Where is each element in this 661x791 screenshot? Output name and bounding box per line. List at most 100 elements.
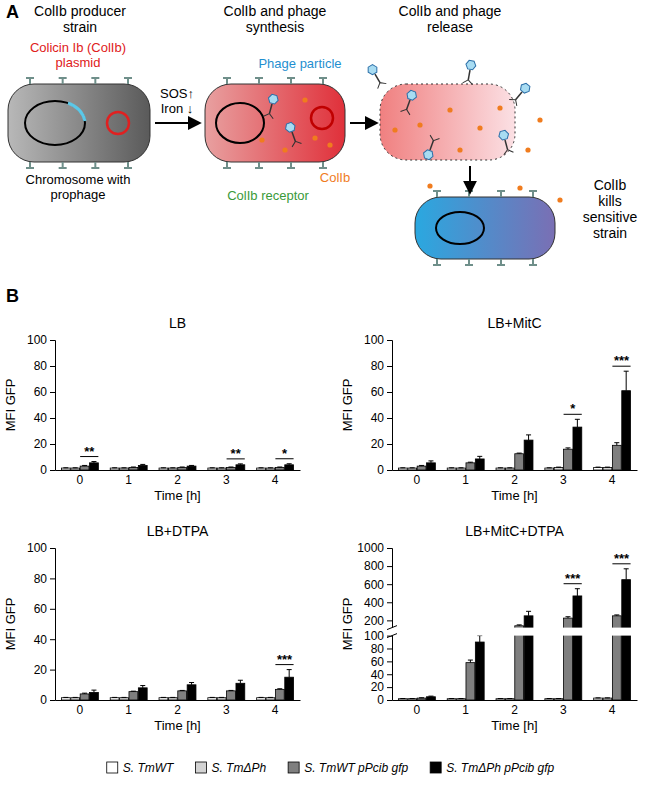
tick: 3	[560, 700, 567, 717]
tick-label: 100	[27, 333, 47, 347]
error-cap	[91, 690, 96, 691]
error-bar	[277, 467, 282, 468]
error-cap	[140, 685, 145, 686]
tick-mark	[50, 418, 55, 419]
step-title: strain	[63, 19, 97, 35]
error-cap	[449, 698, 454, 699]
tick-mark	[387, 661, 392, 662]
colicin-dot	[312, 135, 317, 140]
tick-label: 80	[371, 359, 385, 373]
error-cap	[210, 467, 215, 468]
legend-swatch	[195, 762, 206, 773]
arrow	[350, 122, 376, 124]
tick-label: 1	[462, 703, 469, 717]
receptor-label: ColIb receptor	[227, 188, 309, 203]
legend-item: S. TmΔPh pPcib gfp	[430, 761, 554, 775]
bar	[545, 468, 554, 470]
receptor	[497, 191, 505, 197]
bar	[427, 463, 436, 470]
error-cap	[556, 467, 561, 468]
error-bar	[228, 467, 233, 468]
bar	[285, 677, 294, 700]
tick-label: 20	[34, 663, 48, 677]
colicin-dot	[525, 147, 530, 152]
tick-label: 80	[34, 359, 48, 373]
error-cap	[91, 461, 96, 462]
bar	[80, 694, 89, 700]
tick: 40	[34, 633, 55, 647]
y-axis: 020406080100	[364, 333, 393, 477]
bar	[466, 663, 475, 700]
error-cap	[161, 467, 166, 468]
error-bar	[547, 467, 552, 468]
error-cap	[161, 697, 166, 698]
y-axis-title: MFI GFP	[3, 379, 18, 432]
error-cap	[170, 467, 175, 468]
error-cap	[63, 467, 68, 468]
legend-label: S. TmWT	[123, 761, 175, 775]
tick: 100	[364, 333, 392, 347]
tick-label: 4	[272, 703, 279, 717]
tick-label: 1	[125, 703, 132, 717]
error-cap	[268, 697, 273, 698]
bar	[398, 699, 407, 700]
colicin-dot	[517, 185, 522, 190]
chromosome	[436, 212, 484, 244]
significance-label: **	[231, 446, 242, 461]
error-bar	[419, 465, 424, 467]
bar	[110, 698, 119, 700]
phage-icon	[463, 60, 477, 85]
error-bar	[82, 465, 87, 467]
error-line	[626, 569, 627, 580]
chromosome-label: prophage	[51, 187, 106, 202]
error-line	[528, 435, 529, 440]
error-bar	[428, 696, 433, 698]
bar	[90, 692, 99, 700]
bar	[257, 468, 266, 470]
tick-label: 80	[371, 642, 385, 656]
axis-line	[387, 341, 393, 471]
legend-item: S. TmWT	[107, 761, 175, 775]
error-bar	[161, 467, 166, 468]
tick: 0	[77, 470, 84, 487]
legend-label: S. TmΔPh	[211, 761, 266, 775]
error-cap	[459, 467, 464, 468]
tick-mark	[50, 470, 55, 471]
legend-swatch	[288, 762, 299, 773]
bar	[603, 467, 612, 470]
error-cap	[575, 419, 580, 420]
error-cap	[238, 463, 243, 464]
tick: 4	[609, 470, 616, 487]
tick: 20	[34, 663, 55, 677]
significance-label: ***	[565, 571, 581, 586]
phage-icon	[284, 122, 301, 147]
bar	[457, 468, 466, 470]
error-bar	[170, 697, 175, 698]
axis-line	[50, 549, 56, 701]
tick: 800	[364, 559, 392, 573]
tick-mark	[50, 444, 55, 445]
tick-mark	[387, 584, 392, 585]
receptor	[497, 259, 505, 265]
error-line	[577, 419, 578, 427]
error-bar	[189, 683, 194, 685]
tick: 0	[77, 700, 84, 717]
colicin-dot	[327, 142, 332, 147]
x-axis-title: Time [h]	[491, 718, 537, 733]
bar	[266, 468, 275, 470]
receptor	[287, 78, 295, 84]
tick-mark	[387, 548, 392, 549]
tick-label: 100	[364, 333, 384, 347]
axis-line	[50, 341, 56, 471]
tick-label: 80	[34, 572, 48, 586]
receptor	[91, 162, 99, 168]
error-bar	[238, 680, 243, 683]
tick: 60	[371, 655, 392, 669]
error-bar	[112, 697, 117, 698]
x-axis: 01234	[393, 700, 638, 717]
error-cap	[410, 467, 415, 468]
error-cap	[596, 467, 601, 468]
axis-line	[387, 549, 393, 701]
error-bar	[507, 698, 512, 699]
bar	[515, 454, 524, 470]
